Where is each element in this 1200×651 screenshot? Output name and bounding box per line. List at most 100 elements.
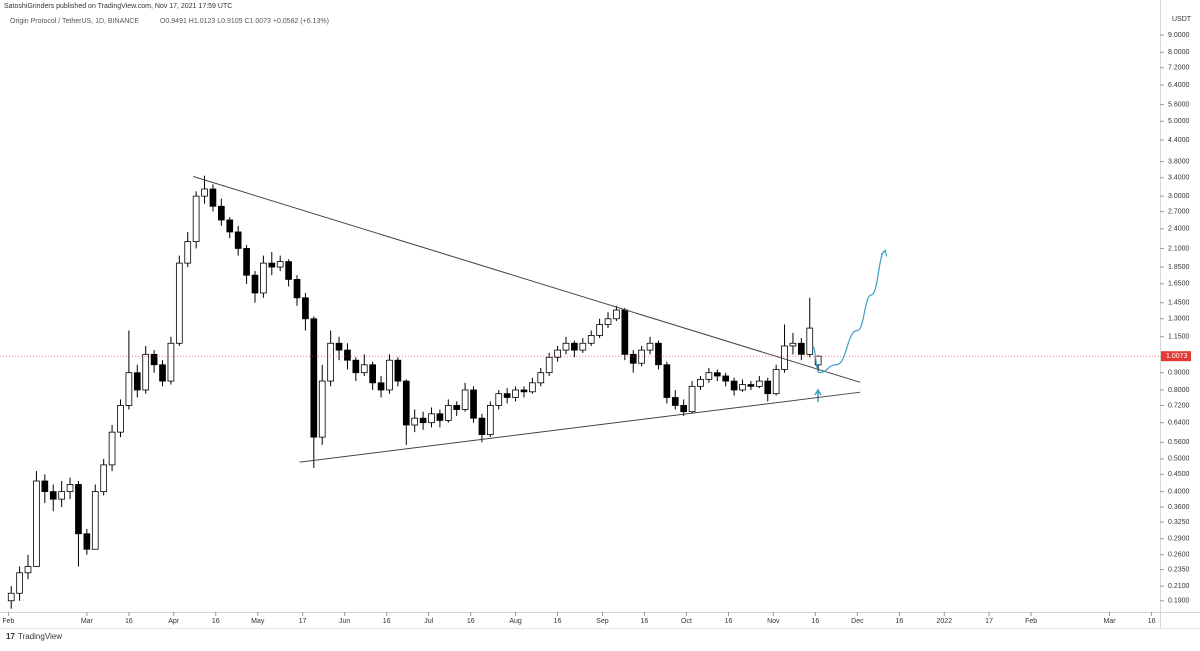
candle-body [596, 324, 603, 336]
candle-body [394, 359, 402, 382]
y-tick-label: 3.4000 [1168, 175, 1190, 182]
x-tick-label: Jun [339, 618, 350, 625]
y-tick-label: 7.2000 [1168, 65, 1190, 72]
y-tick-label: 8.0000 [1168, 49, 1190, 56]
x-tick-label: Nov [767, 618, 780, 625]
y-tick-label: 0.6400 [1168, 420, 1190, 427]
candle-body [335, 342, 343, 351]
candle-body [646, 342, 654, 351]
candle-body [91, 491, 99, 550]
candle-body [428, 413, 435, 424]
candle-body [579, 342, 587, 351]
candle-body [814, 355, 822, 366]
candle-body [209, 188, 217, 207]
candle-body [671, 397, 679, 406]
candle-body [537, 372, 545, 384]
trendline [299, 391, 861, 463]
candle-body [100, 464, 108, 493]
candle-body [251, 274, 259, 294]
candle-body [486, 405, 494, 436]
candle-body [453, 405, 461, 410]
candle-body [545, 356, 553, 374]
candle-body [747, 384, 755, 387]
candle-body [663, 364, 671, 398]
projection-curve [811, 249, 886, 374]
candle-body [436, 413, 444, 421]
x-tick-label: 16 [725, 618, 733, 625]
ohlc: O0.9491 H1.0123 L0.9105 C1.0073 +0.0582 … [160, 18, 329, 25]
candle-body [83, 533, 91, 550]
y-tick-label: 1.1500 [1168, 334, 1190, 341]
y-tick-label: 2.1000 [1168, 245, 1190, 252]
candle-body [571, 342, 578, 351]
projection-arrowhead [880, 249, 888, 257]
candle-body [478, 417, 486, 436]
candle-body [75, 484, 82, 535]
y-tick-label: 3.8000 [1168, 158, 1190, 165]
y-tick-label: 0.5600 [1168, 439, 1190, 446]
candle-body [444, 405, 452, 421]
candle-body [520, 389, 528, 393]
y-tick-label: 0.4500 [1168, 471, 1190, 478]
y-tick-label: 0.3600 [1168, 504, 1190, 511]
y-tick-label: 0.2600 [1168, 552, 1190, 559]
candle-body [302, 297, 309, 320]
candle-body [344, 349, 351, 361]
y-tick-label: 0.5000 [1168, 456, 1190, 463]
candle-body [184, 241, 192, 264]
y-tick-label: 0.8000 [1168, 387, 1190, 394]
x-tick-label: 2022 [936, 618, 952, 625]
x-tick-label: 16 [811, 618, 819, 625]
symbol: Origin Protocol / TetherUS, 1D, BINANCE [10, 18, 139, 25]
candle-body [167, 342, 175, 382]
candle-body [327, 342, 334, 382]
candle-body [201, 188, 208, 197]
candle-body [16, 572, 23, 594]
candle-body [655, 342, 662, 366]
y-tick-label: 1.3000 [1168, 316, 1190, 323]
y-tick-label: 0.9000 [1168, 370, 1190, 377]
x-tick-label: 16 [383, 618, 391, 625]
x-tick-label: 16 [212, 618, 220, 625]
candle-body [268, 262, 276, 268]
candle-body [66, 484, 74, 493]
candle-body [226, 219, 234, 233]
x-tick-label: Dec [851, 618, 864, 625]
x-tick-label: 16 [467, 618, 475, 625]
y-tick-label: 2.7000 [1168, 208, 1190, 215]
candle-body [117, 405, 124, 433]
y-tick-label: 5.0000 [1168, 118, 1190, 125]
candle-body [218, 205, 225, 221]
candle-body [470, 389, 477, 419]
y-tick-label: 0.7200 [1168, 402, 1190, 409]
candle-body [192, 195, 200, 243]
candle-body [352, 359, 360, 374]
candle-body [318, 380, 326, 438]
candle-body [621, 309, 629, 355]
candle-body [713, 372, 721, 377]
candle-body [739, 384, 746, 391]
y-tick-label: 0.1900 [1168, 598, 1190, 605]
candle-body [411, 417, 419, 426]
candle-body [402, 380, 410, 426]
candle-body [529, 382, 536, 393]
candle-body [175, 262, 183, 344]
candle-body [360, 364, 368, 374]
candle-body [133, 372, 141, 391]
candle-body [629, 353, 637, 364]
candle-body [377, 382, 385, 391]
candle-body [159, 364, 166, 382]
candle-body [285, 261, 292, 280]
y-tick-label: 1.8500 [1168, 264, 1190, 271]
x-tick-label: 16 [896, 618, 904, 625]
candle-body [680, 405, 688, 413]
x-tick-label: 17 [299, 618, 307, 625]
publisher: SatoshiGrinders published on TradingView… [4, 3, 232, 10]
x-tick-label: May [251, 618, 265, 625]
candle-body [386, 359, 393, 391]
candle-body [562, 342, 570, 351]
trendline [193, 176, 861, 383]
y-tick-label: 4.4000 [1168, 137, 1190, 144]
candle-body [142, 353, 150, 391]
candle-body [503, 393, 511, 398]
